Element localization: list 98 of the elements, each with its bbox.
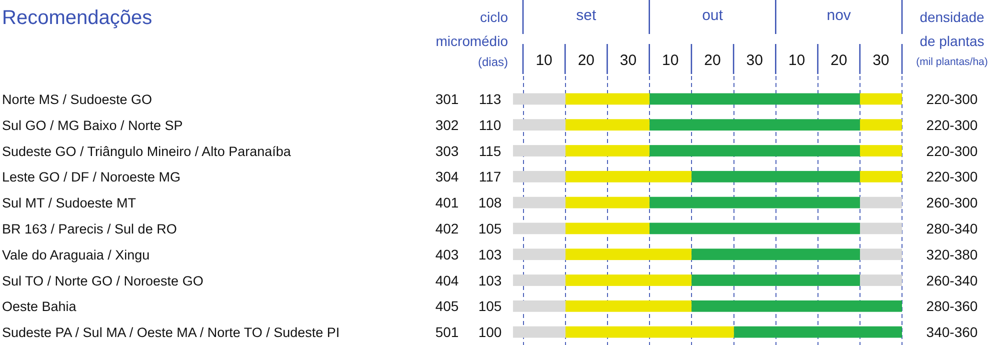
bar: [650, 93, 860, 105]
y-tick-label: Oeste Bahia: [2, 299, 77, 314]
text: micro: [436, 33, 470, 49]
bar: [650, 222, 860, 234]
bar: [860, 222, 902, 234]
y-tick-label: Sudeste GO / Triângulo Mineiro / Alto Paranaíba: [2, 144, 292, 159]
text: 20: [704, 52, 721, 69]
bar: [513, 248, 566, 260]
text: 260-340: [926, 272, 978, 288]
text: médio: [470, 33, 508, 49]
bar: [860, 248, 902, 260]
bar: [513, 274, 566, 286]
text: (mil plantas/ha): [916, 56, 988, 68]
text: 10: [662, 52, 679, 69]
text: 115: [478, 142, 502, 159]
text: 117: [478, 168, 502, 185]
bar: [566, 119, 650, 131]
text: 103: [478, 272, 502, 288]
bar: [860, 119, 902, 131]
bar: [650, 119, 860, 131]
bar: [650, 196, 860, 208]
text: 405: [435, 298, 459, 314]
bar: [860, 170, 902, 182]
text: 220-300: [926, 116, 978, 133]
text: de plantas: [920, 33, 984, 49]
bar: [860, 196, 902, 208]
bar: [566, 222, 650, 234]
y-tick-label: Sul TO / Norte GO / Noroeste GO: [2, 273, 204, 288]
text: 10: [536, 52, 552, 69]
y-tick-label: Sudeste PA / Sul MA / Oeste MA / Norte TO / Sudeste PI: [2, 325, 340, 340]
text: 30: [746, 52, 763, 69]
text: set: [576, 7, 597, 24]
text: (dias): [478, 55, 508, 69]
text: 30: [872, 52, 890, 69]
bar: [566, 326, 734, 338]
text: 404: [435, 272, 459, 288]
bar: [513, 170, 566, 182]
text: 302: [435, 116, 459, 133]
bar: [566, 93, 650, 105]
text: 220-300: [926, 90, 978, 107]
bar: [734, 326, 902, 338]
text: 303: [435, 142, 459, 159]
bar: [513, 93, 566, 105]
text: 340-360: [926, 324, 978, 340]
y-tick-label: Leste GO / DF / Noroeste MG: [2, 170, 181, 185]
bar: [513, 326, 566, 338]
text: 10: [788, 52, 806, 69]
y-tick-label: Vale do Araguaia / Xingu: [2, 247, 150, 262]
bar: [566, 274, 692, 286]
text: 110: [478, 116, 502, 133]
bar: [566, 248, 692, 260]
text: 105: [478, 298, 502, 314]
text: 401: [435, 194, 459, 211]
text: 501: [435, 324, 459, 340]
bar: [513, 300, 566, 312]
text: 301: [435, 90, 459, 107]
text: 402: [435, 220, 459, 236]
text: 103: [478, 246, 502, 262]
bar: [692, 170, 860, 182]
text: 105: [478, 220, 502, 236]
text: 280-340: [926, 220, 978, 236]
bar: [566, 170, 692, 182]
y-tick-label: Sul MT / Sudoeste MT: [2, 196, 136, 211]
text: ciclo: [480, 9, 508, 25]
text: Recomendações: [2, 7, 152, 29]
bar: [566, 145, 650, 156]
text: 403: [435, 246, 459, 262]
text: 113: [478, 90, 502, 107]
bar: [513, 222, 566, 234]
y-tick-label: Sul GO / MG Baixo / Norte SP: [2, 118, 183, 133]
bar: [513, 119, 566, 131]
text: out: [702, 7, 724, 24]
text: 304: [435, 168, 459, 185]
text: 20: [830, 52, 848, 69]
text: 260-300: [926, 194, 978, 211]
text: nov: [826, 7, 852, 24]
text: 30: [620, 52, 637, 69]
text: 220-300: [926, 142, 978, 159]
text: 280-360: [926, 298, 978, 314]
text: 220-300: [926, 168, 978, 185]
bar: [566, 300, 692, 312]
bar: [566, 196, 650, 208]
text: 108: [478, 194, 502, 211]
text: densidade: [920, 9, 985, 25]
y-tick-label: Norte MS / Sudoeste GO: [2, 92, 152, 107]
text: 320-380: [926, 246, 978, 262]
y-tick-label: BR 163 / Parecis / Sul de RO: [2, 221, 177, 236]
bar: [513, 196, 566, 208]
bar: [692, 300, 902, 312]
bar: [860, 145, 902, 156]
text: 20: [578, 52, 595, 69]
bar: [692, 274, 860, 286]
bar: [513, 145, 566, 156]
bar: [650, 145, 860, 156]
bar: [860, 93, 902, 105]
bar: [860, 274, 902, 286]
bar: [692, 248, 860, 260]
text: 100: [478, 324, 502, 340]
